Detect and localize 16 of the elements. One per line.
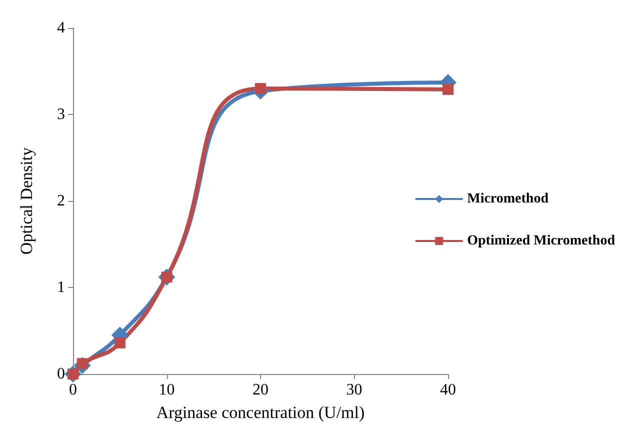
y-tick-label: 2 [57,192,65,210]
x-tick-label: 20 [252,382,268,398]
y-axis-title: Optical Density [17,146,36,255]
y-tick-label: 0 [57,366,65,382]
point [114,337,126,348]
legend-label: Optimized Micromethod [467,234,616,248]
x-tick-label: 30 [346,382,362,398]
x-tick-label: 40 [440,382,456,398]
x-tick-label: 10 [158,382,175,398]
point [442,84,454,95]
y-tick-label: 1 [57,279,65,296]
x-tick-label: 0 [69,382,77,398]
legend-label: Micromethod [467,192,549,206]
y-tick-label: 3 [57,106,65,123]
x-axis-title: Arginase concentration (U/ml) [156,403,365,422]
y-tick-label: 4 [57,20,65,36]
